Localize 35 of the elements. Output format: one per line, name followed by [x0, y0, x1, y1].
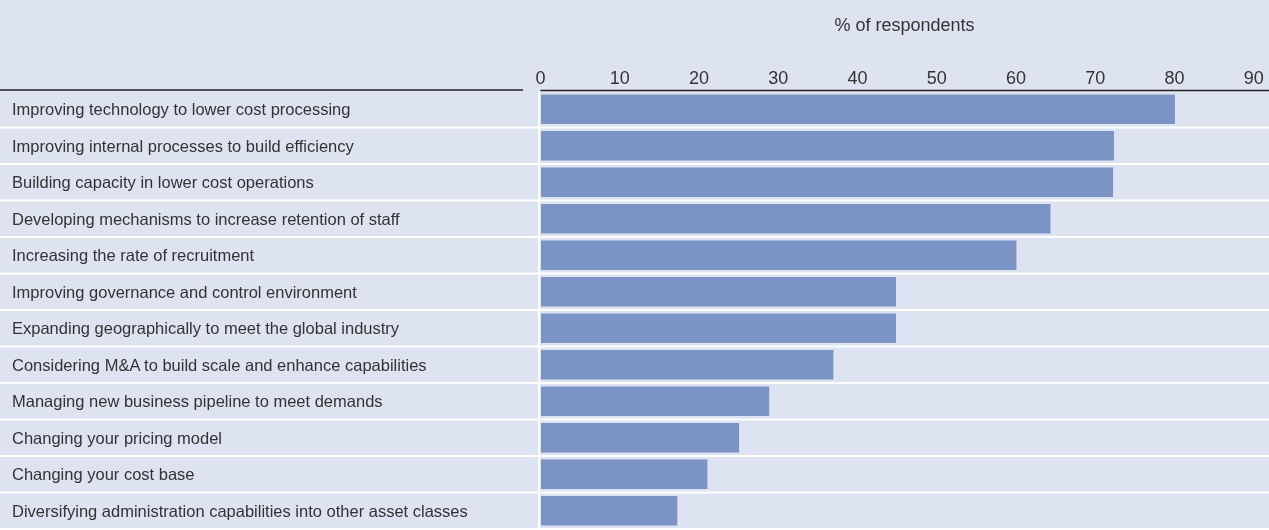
x-axis-title: % of respondents — [834, 15, 975, 35]
x-tick-label: 80 — [1164, 68, 1185, 88]
bar — [541, 459, 708, 489]
y-tick-label: Changing your pricing model — [12, 428, 223, 447]
x-tick-label: 90 — [1243, 68, 1264, 88]
y-tick-label: Developing mechanisms to increase retention of staff — [12, 209, 401, 228]
y-tick-label: Expanding geographically to meet the global industry — [12, 319, 400, 338]
bar — [541, 204, 1051, 234]
y-tick-label: Building capacity in lower cost operations — [12, 173, 314, 192]
x-tick-label: 70 — [1085, 68, 1106, 88]
y-tick-label: Diversifying administration capabilities into other asset classes — [12, 501, 468, 520]
y-tick-label: Improving governance and control environment — [12, 282, 358, 301]
bar — [541, 313, 896, 343]
x-tick-label: 0 — [535, 68, 546, 88]
y-tick-label: Improving technology to lower cost processing — [12, 100, 351, 119]
x-tick-label: 50 — [926, 68, 947, 88]
y-tick-label: Managing new business pipeline to meet demands — [12, 392, 383, 411]
bar — [541, 94, 1175, 124]
bar — [541, 240, 1017, 270]
x-tick-label: 60 — [1005, 68, 1026, 88]
y-tick-label: Considering M&A to build scale and enhance capabilities — [12, 355, 427, 374]
y-tick-label: Changing your cost base — [12, 465, 195, 484]
bar — [541, 167, 1114, 197]
x-tick-label: 30 — [768, 68, 789, 88]
bar — [541, 131, 1114, 161]
bar — [541, 350, 834, 380]
y-tick-label: Increasing the rate of recruitment — [12, 246, 255, 265]
bar — [541, 386, 770, 416]
bar — [541, 496, 678, 526]
y-tick-label: Improving internal processes to build efficiency — [12, 136, 355, 155]
bar — [541, 423, 740, 453]
bar — [541, 277, 896, 307]
x-tick-label: 40 — [847, 68, 868, 88]
x-tick-label: 20 — [688, 68, 709, 88]
x-tick-label: 10 — [609, 68, 630, 88]
